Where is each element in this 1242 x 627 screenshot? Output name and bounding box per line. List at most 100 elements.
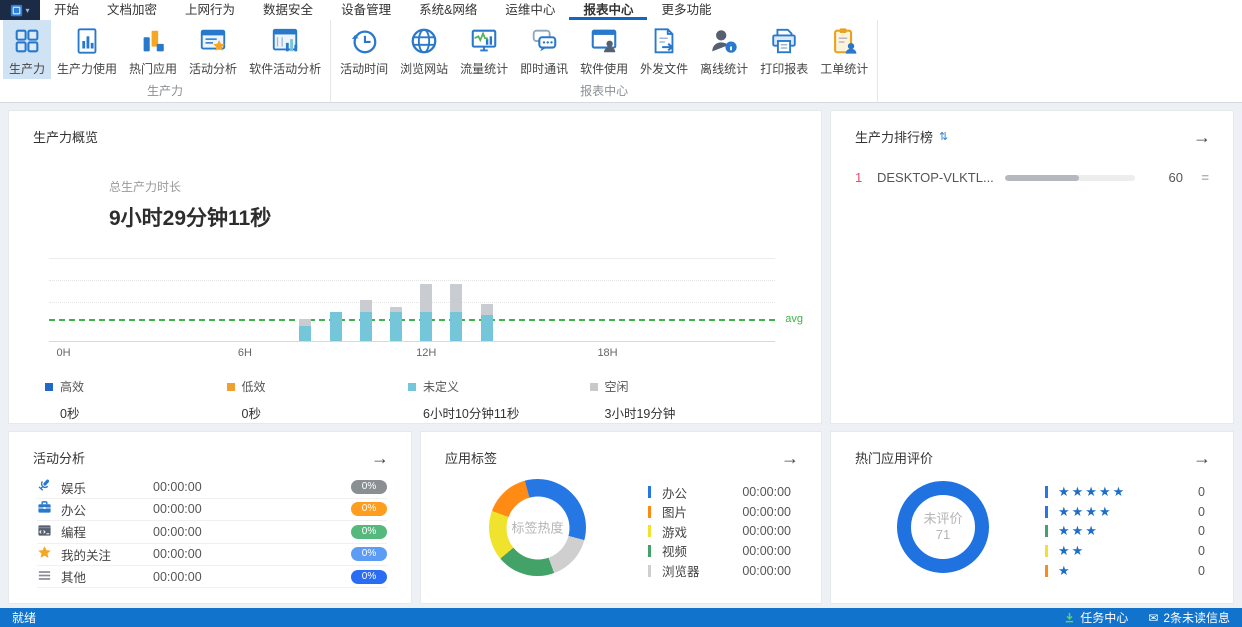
chart-bar-hour-9	[329, 312, 342, 341]
chart-bar-hour-8	[299, 319, 312, 341]
globe-icon	[408, 25, 440, 57]
ribbon-item-离线统计[interactable]: 离线统计	[694, 20, 754, 79]
menu-tab-运维中心[interactable]: 运维中心	[505, 3, 556, 17]
legend-tick	[648, 564, 651, 577]
ribbon-item-生产力使用[interactable]: 生产力使用	[51, 20, 123, 79]
ribbon-item-生产力[interactable]: 生产力	[3, 20, 52, 79]
app-logo-menu[interactable]: ▾	[0, 0, 40, 20]
arrow-right-icon[interactable]: →	[371, 447, 389, 468]
star-icons: ★★★	[1058, 523, 1099, 539]
panel-app-tags: 应用标签 → 标签热度 办公 00:00:00 图片 00:00:00 游戏 00:00:…	[420, 431, 822, 604]
legend-tick	[648, 486, 651, 499]
menu-tab-设备管理[interactable]: 设备管理	[341, 3, 392, 17]
ribbon-item-浏览网站[interactable]: 浏览网站	[394, 20, 454, 79]
chart-bar-hour-12	[420, 284, 433, 341]
activity-list: 娱乐 00:00:00 0% 办公 00:00:00 0% 编程 00:00:00 0% 我的关注…	[37, 476, 387, 589]
menu-tab-开始[interactable]: 开始	[54, 3, 80, 17]
rating-count: 0	[1198, 524, 1205, 539]
legend-tick	[1045, 525, 1048, 538]
legend-swatch	[226, 382, 235, 391]
ribbon-item-外发文件[interactable]: 外发文件	[634, 20, 694, 79]
unrated-label: 未评价	[923, 511, 963, 527]
activity-label: 其他	[61, 571, 87, 586]
ribbon-item-工单统计[interactable]: 工单统计	[814, 20, 874, 79]
activity-icon-cell	[37, 500, 61, 518]
tag-time: 00:00:00	[742, 504, 791, 519]
legend-tick	[1045, 505, 1048, 518]
rating-count: 0	[1198, 563, 1205, 578]
bar-segment-idle	[359, 300, 372, 312]
ribbon-item-打印报表[interactable]: 打印报表	[754, 20, 814, 79]
productivity-hour-chart: avg 0H 6H 12H 18H	[49, 258, 803, 360]
task-center-button[interactable]: 任务中心	[1064, 609, 1128, 626]
legend-value: 6小时10分钟11秒	[423, 407, 520, 421]
ribbon-toolbar: 生产力 生产力使用 热门应用 活动分析 软件活动分析 生产力 活动时间 浏览网站 流量统计 即时通…	[0, 20, 1242, 103]
ribbon-item-活动时间[interactable]: 活动时间	[334, 20, 394, 79]
ribbon-item-label: 即时通讯	[520, 62, 569, 76]
arrow-right-icon[interactable]: →	[1193, 447, 1211, 468]
activity-icon-cell	[37, 523, 61, 541]
ribbon-item-label: 热门应用	[129, 62, 178, 76]
legend-swatch	[45, 382, 53, 391]
chart-legend-item-低效: 低效 0秒	[226, 378, 409, 422]
activity-icon-cell	[37, 545, 61, 563]
gridline	[49, 279, 775, 281]
chart-legend-item-高效: 高效 0秒	[45, 378, 227, 422]
ribbon-item-label: 活动分析	[189, 62, 238, 76]
activity-row-办公[interactable]: 办公 00:00:00 0%	[37, 499, 387, 522]
menu-tab-文档加密[interactable]: 文档加密	[107, 3, 158, 17]
activity-row-其他[interactable]: 其他 00:00:00 0%	[37, 566, 387, 589]
legend-value: 3小时19分钟	[604, 407, 676, 421]
ribbon-item-label: 生产力	[9, 62, 46, 76]
legend-label: 空闲	[604, 380, 629, 394]
ribbon-item-流量统计[interactable]: 流量统计	[454, 20, 514, 79]
activity-row-我的关注[interactable]: 我的关注 00:00:00 0%	[37, 544, 387, 566]
tag-heat-donut-chart: 标签热度	[489, 479, 586, 577]
activity-time: 00:00:00	[153, 524, 202, 539]
main-content: 生产力概览 总生产力时长 9小时29分钟11秒 avg 0H 6H 12H 18H 高…	[0, 103, 1242, 608]
ribbon-item-活动分析[interactable]: 活动分析	[183, 20, 243, 79]
x-axis-tick: 18H	[597, 347, 618, 359]
task-center-label: 任务中心	[1080, 611, 1129, 625]
tag-legend-row-浏览器: 浏览器 00:00:00	[648, 561, 791, 581]
menu-tab-报表中心[interactable]: 报表中心	[569, 0, 648, 20]
rating-count: 0	[1198, 543, 1205, 558]
tag-time: 00:00:00	[742, 485, 791, 500]
person-info-icon	[708, 25, 740, 57]
star-icons: ★★★★★	[1058, 484, 1127, 500]
menu-tab-上网行为[interactable]: 上网行为	[185, 3, 236, 17]
chart-bar-hour-11	[389, 307, 402, 341]
doc-bars-icon	[71, 25, 103, 57]
doc-arrow-icon	[648, 25, 680, 57]
ribbon-item-label: 生产力使用	[57, 62, 118, 76]
score-value: 60	[1168, 170, 1183, 185]
menu-bar: ▾ 开始 文档加密 上网行为 数据安全 设备管理 系统&网络 运维中心 报表中心 更多功能	[0, 0, 1242, 20]
ribbon-item-软件使用[interactable]: 软件使用	[574, 20, 634, 79]
activity-percent-badge: 0%	[351, 524, 387, 539]
ribbon-item-软件活动分析[interactable]: 软件活动分析	[243, 20, 327, 79]
trend-equal-icon: =	[1201, 170, 1209, 185]
unread-messages-button[interactable]: ✉ 2条未读信息	[1148, 609, 1230, 626]
activity-row-编程[interactable]: 编程 00:00:00 0%	[37, 521, 387, 544]
ranking-row[interactable]: 1 DESKTOP-VLKTL... 60 =	[855, 170, 1209, 185]
rating-row-1-star: ★ 0	[1045, 561, 1205, 581]
sort-icon[interactable]: ⇅	[939, 131, 949, 143]
ribbon-item-即时通讯[interactable]: 即时通讯	[514, 20, 574, 79]
activity-label: 编程	[61, 526, 87, 541]
arrow-right-icon[interactable]: →	[781, 447, 799, 468]
menu-tab-数据安全[interactable]: 数据安全	[263, 3, 314, 17]
menu-tab-更多功能[interactable]: 更多功能	[661, 3, 712, 17]
legend-label: 低效	[241, 380, 266, 394]
window-bars-icon	[269, 25, 301, 57]
ribbon-group-label: 生产力	[147, 84, 184, 98]
rating-row-4-star: ★★★★ 0	[1045, 502, 1205, 522]
ribbon-item-热门应用[interactable]: 热门应用	[123, 20, 183, 79]
activity-time: 00:00:00	[153, 502, 202, 517]
ribbon-group-生产力: 生产力 生产力使用 热门应用 活动分析 软件活动分析 生产力	[0, 20, 332, 102]
menu-tab-系统&网络[interactable]: 系统&网络	[419, 3, 478, 17]
arrow-right-icon[interactable]: →	[1193, 126, 1211, 147]
activity-label: 娱乐	[61, 481, 87, 496]
rating-row-3-star: ★★★ 0	[1045, 522, 1205, 542]
activity-row-娱乐[interactable]: 娱乐 00:00:00 0%	[37, 476, 387, 499]
chat-icon	[528, 25, 560, 57]
